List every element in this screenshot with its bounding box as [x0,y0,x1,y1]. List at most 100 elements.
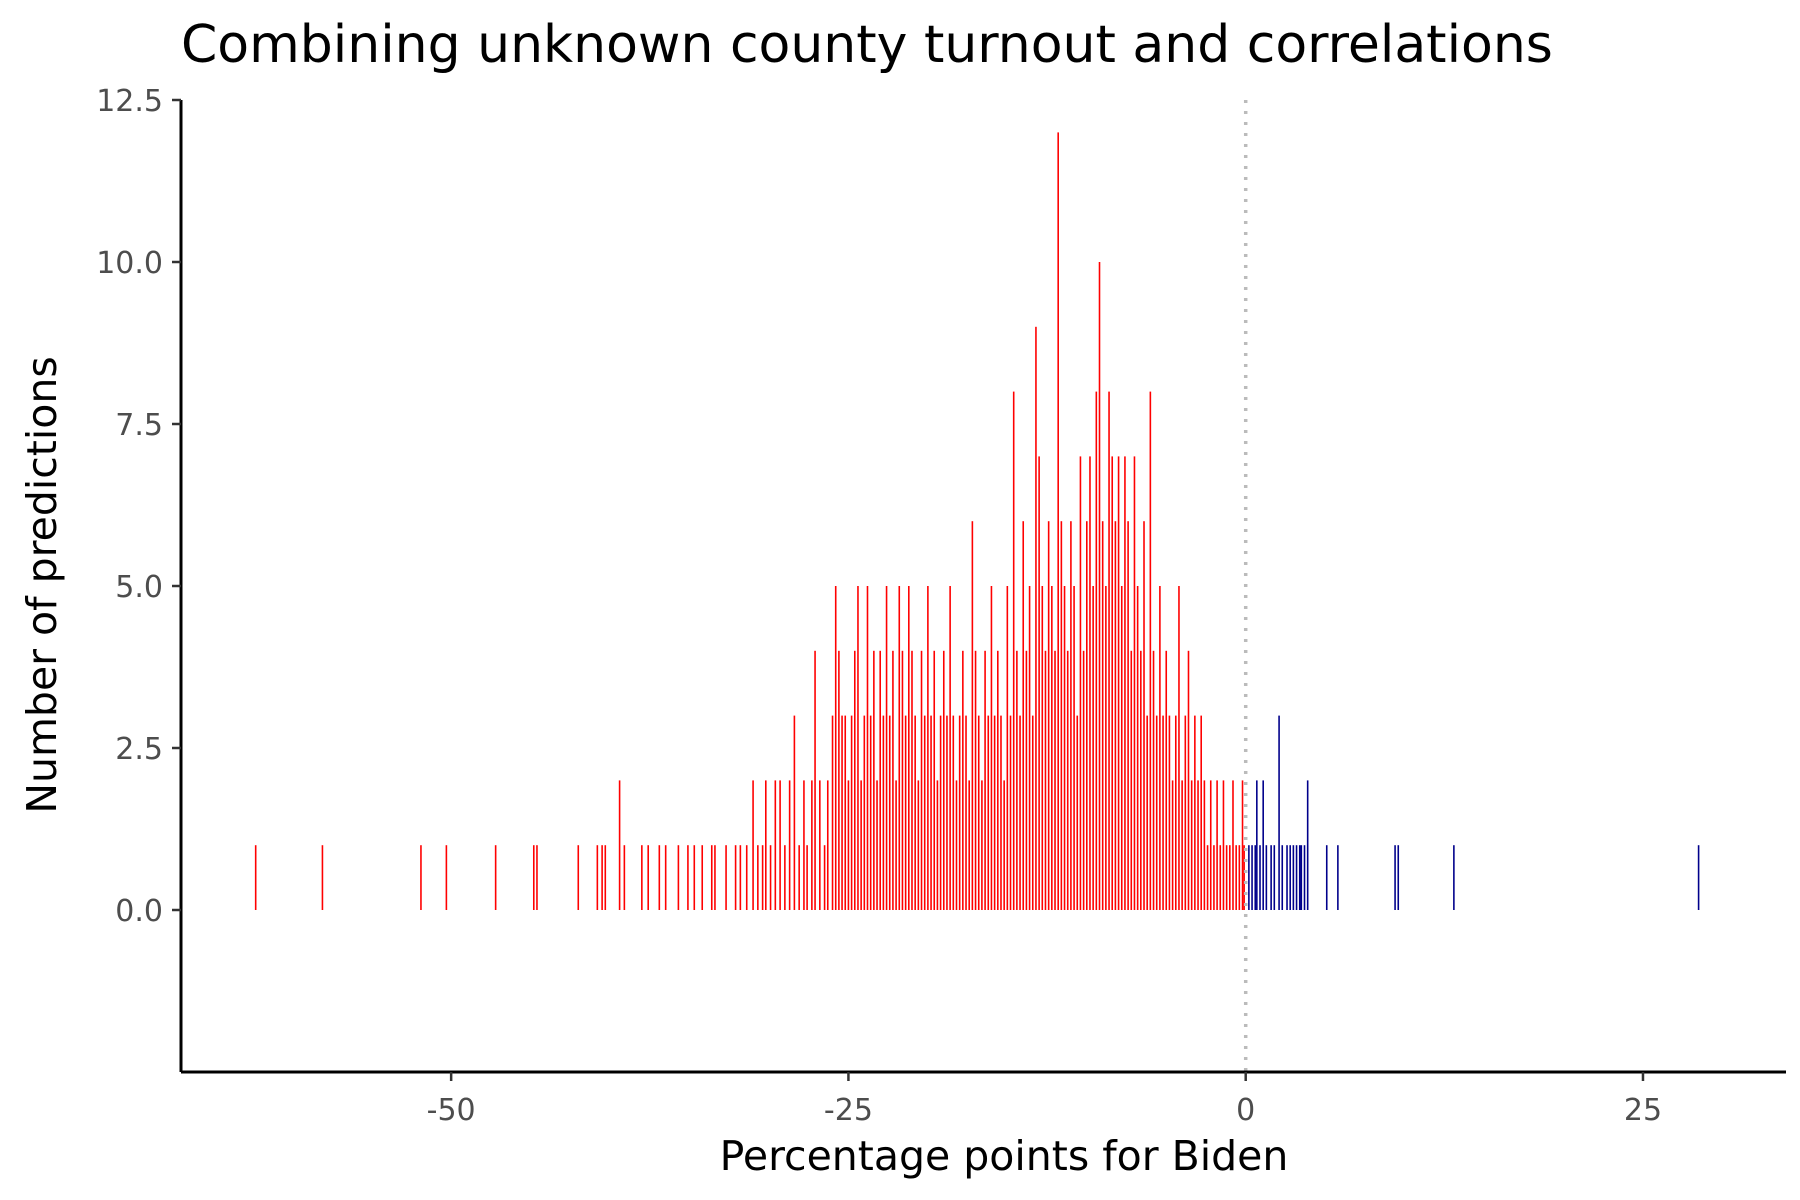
bar-1-10 [1281,845,1284,910]
bar-0-93 [984,650,986,910]
bar-0-19 [693,845,696,910]
bar-0-161 [1200,715,1202,910]
bar-1-20 [1337,845,1339,910]
bar-0-130 [1101,521,1104,910]
bar-0-159 [1194,715,1196,910]
bar-1-18 [1306,780,1309,910]
bar-0-105 [1022,521,1025,910]
bar-0-17 [677,845,680,910]
bar-0-9 [601,845,603,910]
bar-0-110 [1038,456,1040,910]
bar-0-121 [1073,586,1075,910]
bar-0-23 [725,845,727,910]
bar-0-106 [1025,650,1028,910]
bar-0-133 [1111,456,1114,910]
bar-0-77 [933,650,936,910]
bar-0-70 [911,650,913,910]
bar-0-79 [939,715,942,910]
bar-0-15 [658,845,661,910]
bar-0-157 [1187,650,1190,910]
bar-1-6 [1265,845,1268,910]
bar-0-113 [1047,521,1050,910]
bar-0-116 [1057,132,1059,910]
bar-0-91 [977,715,980,910]
y-tick-label: 7.5 [115,408,163,443]
bar-0-31 [769,845,772,910]
bar-0-154 [1178,586,1180,910]
bar-0-1 [321,845,324,910]
bar-0-33 [779,780,781,910]
bar-0-45 [831,715,834,910]
bar-0-11 [618,780,621,910]
bar-0-36 [793,715,796,910]
bar-0-150 [1165,650,1168,910]
bar-1-23 [1453,845,1455,910]
bar-0-56 [866,586,869,910]
bar-0-170 [1229,845,1231,910]
bar-0-53 [857,586,859,910]
bar-0-85 [958,715,961,910]
bar-0-84 [955,780,958,910]
bar-0-68 [904,715,907,910]
bar-0-134 [1114,521,1117,910]
bar-0-30 [765,780,767,910]
bar-0-96 [993,715,996,910]
bar-0-126 [1089,456,1091,910]
y-axis-ticks: 0.0 2.5 5.0 7.5 10.0 12.5 [96,84,181,929]
bar-1-13 [1292,845,1295,910]
bar-0-60 [879,650,881,910]
bar-1-19 [1325,845,1328,910]
bar-0-114 [1051,586,1053,910]
bar-0-62 [885,586,888,910]
bar-0-26 [745,845,748,910]
bar-0-38 [803,780,805,910]
bar-0-137 [1124,456,1126,910]
bar-0-0 [254,845,257,910]
x-tick-label: -50 [427,1093,476,1128]
bar-0-8 [596,845,599,910]
bar-0-39 [806,845,808,910]
bars-layer [254,132,1700,911]
bar-0-21 [710,845,713,910]
bar-0-47 [838,650,840,910]
bar-0-98 [1000,715,1002,910]
bar-0-13 [641,845,643,910]
bar-1-14 [1295,845,1298,910]
bar-0-122 [1076,715,1079,910]
bar-1-8 [1273,845,1276,910]
bar-1-2 [1254,845,1257,910]
bar-0-118 [1063,586,1066,910]
x-tick-label: -25 [824,1093,873,1128]
bar-0-104 [1019,715,1021,910]
bar-0-67 [901,650,904,910]
bar-0-168 [1222,780,1225,910]
bar-0-140 [1133,456,1136,910]
bar-0-43 [823,845,826,910]
bar-0-146 [1152,650,1155,910]
bar-0-40 [811,780,813,910]
bar-0-18 [687,845,689,910]
bar-0-136 [1120,586,1123,910]
bar-0-158 [1190,780,1193,910]
bar-1-15 [1298,845,1301,910]
bar-0-35 [788,780,791,910]
bar-0-111 [1041,586,1044,910]
bar-0-94 [987,715,990,910]
bar-1-21 [1394,845,1396,910]
bar-0-10 [604,845,607,910]
bar-1-3 [1256,780,1258,910]
bar-0-108 [1031,715,1034,910]
bar-0-148 [1159,586,1161,910]
bar-0-88 [968,780,970,910]
bar-0-147 [1155,715,1158,910]
bar-0-83 [952,715,955,910]
bar-0-129 [1098,262,1101,910]
bar-0-76 [930,715,932,910]
bar-0-166 [1216,780,1218,910]
bar-0-127 [1092,586,1094,910]
bar-0-138 [1127,521,1129,910]
bar-0-73 [920,650,923,910]
y-axis-title: Number of predictions [18,356,66,813]
bar-0-115 [1054,650,1056,910]
bar-0-175 [1243,845,1245,910]
